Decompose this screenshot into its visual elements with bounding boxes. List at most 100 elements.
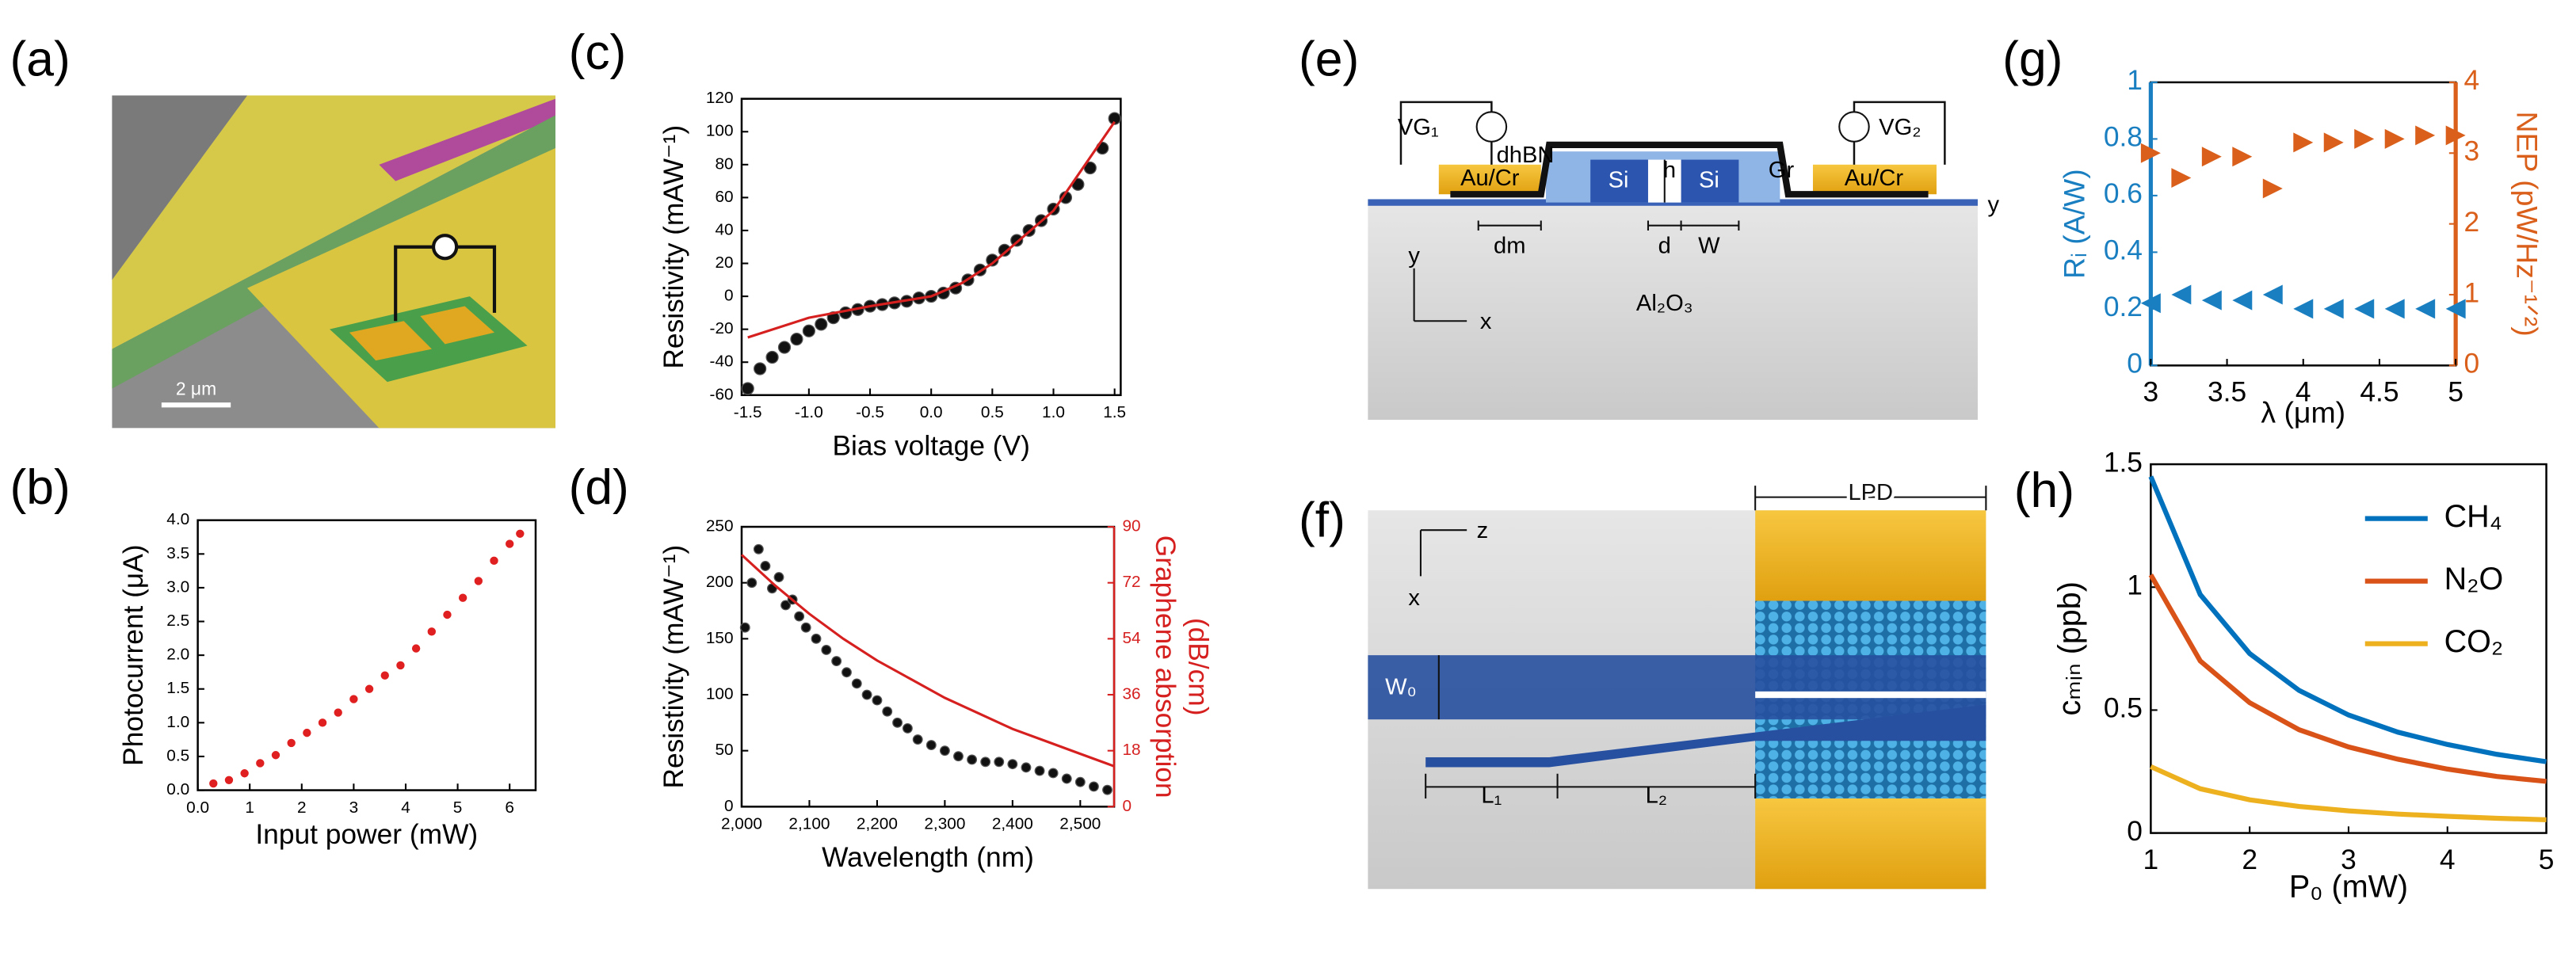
gap (1755, 691, 1986, 699)
label: Si (1699, 167, 1719, 192)
marker (364, 684, 374, 693)
substrate (112, 95, 247, 280)
y-tick-label: 3.5 (166, 544, 189, 562)
marker (831, 656, 842, 667)
y-tick-label: 120 (706, 89, 734, 107)
marker (2384, 299, 2405, 319)
label: y (1987, 192, 1999, 217)
panel-label: (f) (1299, 493, 1345, 547)
marker (980, 756, 991, 768)
label: Si (1609, 167, 1629, 192)
y-tick-label: 100 (706, 685, 734, 703)
y2-tick-label: 0 (2464, 349, 2480, 379)
y2-tick-label: 90 (1122, 517, 1140, 535)
y-tick-label: 0 (2127, 349, 2143, 379)
y-tick-label: 80 (715, 154, 733, 173)
x-tick-label: 2,400 (992, 815, 1033, 833)
panel-label: (c) (569, 25, 627, 80)
scale-label: 2 μm (176, 379, 216, 399)
marker (925, 740, 937, 751)
device-inset (329, 296, 528, 383)
legend-label: CH₄ (2444, 499, 2502, 534)
y-tick-label: 1.0 (166, 713, 189, 731)
y2-tick-label: 2 (2464, 207, 2480, 238)
marker (994, 756, 1005, 768)
y-tick-label: -40 (710, 353, 734, 371)
x-axis-label: Bias voltage (V) (832, 431, 1029, 462)
marker (1048, 768, 1059, 779)
marker (760, 561, 771, 571)
x-tick-label: 0.0 (186, 798, 209, 817)
y-tick-label: 3.0 (166, 577, 189, 596)
y-tick-label: 0 (724, 797, 734, 815)
marker (861, 689, 872, 700)
source (1475, 111, 1508, 143)
legend-label: CO₂ (2444, 624, 2504, 659)
marker (967, 754, 978, 765)
x-tick-label: 0.5 (981, 403, 1004, 421)
marker (2140, 143, 2161, 163)
substrate (1368, 202, 1978, 420)
x-tick-label: 1 (2143, 844, 2159, 875)
marker (2415, 299, 2436, 319)
panel-label: (b) (10, 460, 70, 515)
x-tick-label: 3 (2143, 377, 2159, 408)
marker (1074, 776, 1086, 787)
x-tick-label: 4.5 (2360, 377, 2399, 408)
label: Au/Cr (1845, 166, 1904, 191)
marker (287, 738, 296, 748)
marker (224, 776, 234, 784)
y2-axis-label: (dB/cm) (1183, 618, 1214, 716)
y2-tick-label: 36 (1122, 685, 1140, 703)
si-block (1681, 159, 1739, 203)
label: x (1408, 585, 1420, 611)
marker (1108, 112, 1121, 125)
x-tick-label: 4 (2440, 844, 2456, 875)
label: VG₂ (1879, 115, 1921, 140)
x-tick-label: 5 (453, 798, 463, 817)
graphene (1450, 141, 1929, 198)
y-axis-label: Resistivity (mAW⁻¹) (658, 125, 689, 369)
marker (209, 779, 218, 788)
marker (998, 243, 1011, 257)
label: Al₂O₃ (1636, 291, 1693, 316)
marker (872, 695, 883, 706)
label: Au/Cr (1460, 166, 1520, 191)
waveguide (1368, 655, 1986, 720)
marker (303, 728, 311, 737)
marker (1021, 762, 1032, 773)
label: Gr (1769, 158, 1795, 183)
y-axis-label: Rᵢ (A/W) (2058, 169, 2091, 279)
panel-label: (h) (2014, 463, 2074, 518)
marker (741, 382, 754, 395)
marker (1007, 759, 1018, 770)
line (747, 120, 1116, 339)
si-block (1590, 159, 1648, 203)
marker (794, 611, 805, 622)
marker (256, 759, 265, 768)
x-tick-label: 2,300 (924, 815, 965, 833)
y-tick-label: 1.5 (166, 679, 189, 697)
label: y (1408, 243, 1420, 269)
y-tick-label: 1.5 (2104, 447, 2143, 478)
marker (986, 253, 999, 267)
marker (2232, 147, 2253, 167)
y-tick-label: 0.5 (2104, 693, 2143, 724)
line (2148, 475, 2547, 764)
line (2150, 764, 2547, 822)
y-tick-label: 2.5 (166, 612, 189, 630)
marker (2323, 132, 2344, 153)
y-tick-label: 2.0 (166, 646, 189, 664)
marker (841, 667, 852, 678)
plot-frame (2150, 81, 2457, 367)
marker (811, 633, 822, 644)
marker (2354, 299, 2375, 319)
marker (1088, 781, 1099, 792)
label: L₂ (1646, 783, 1667, 809)
y-tick-label: 60 (715, 188, 733, 206)
x-tick-label: 2 (2242, 844, 2257, 875)
marker (821, 645, 832, 655)
marker (765, 350, 779, 364)
sem-image: 2 μm (112, 95, 555, 429)
label: LPD (1848, 480, 1893, 505)
